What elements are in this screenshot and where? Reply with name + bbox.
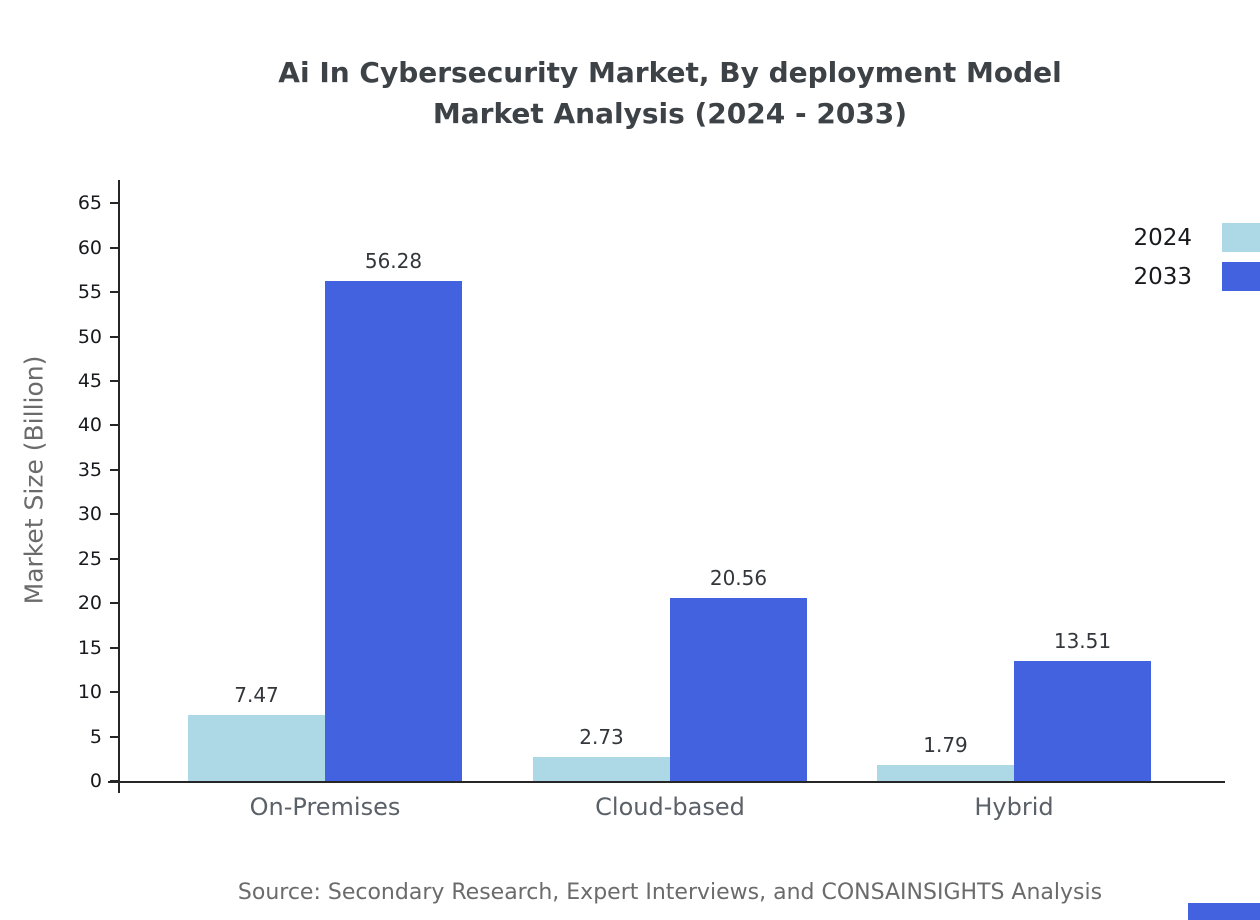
x-axis-line bbox=[108, 781, 1225, 783]
y-axis-line bbox=[118, 180, 120, 793]
x-category-label-on-premises: On-Premises bbox=[249, 793, 401, 821]
chart-title-line-1: Ai In Cybersecurity Market, By deploymen… bbox=[278, 56, 1062, 89]
bar-2024-on-premises bbox=[188, 714, 325, 781]
y-tick-label: 65 bbox=[77, 192, 102, 215]
y-tick-mark bbox=[110, 513, 118, 516]
bar-value-label-2024-cloud-based: 2.73 bbox=[579, 724, 624, 749]
y-tick-mark bbox=[110, 780, 118, 782]
bar-value-label-2033-on-premises: 56.28 bbox=[364, 248, 423, 273]
y-tick-mark bbox=[110, 202, 118, 205]
bar-2024-cloud-based bbox=[533, 756, 670, 781]
y-tick-mark bbox=[110, 424, 118, 427]
y-tick-label: 55 bbox=[77, 281, 102, 304]
y-tick-label: 15 bbox=[77, 636, 102, 659]
y-tick-label: 35 bbox=[77, 458, 102, 481]
bar-2033-on-premises bbox=[325, 280, 462, 781]
bar-value-label-2024-hybrid: 1.79 bbox=[923, 733, 968, 758]
y-tick-label: 50 bbox=[77, 325, 102, 348]
y-tick-mark bbox=[110, 602, 118, 605]
y-tick-mark bbox=[110, 691, 118, 694]
y-tick-mark bbox=[110, 246, 118, 249]
legend-swatch-2033 bbox=[1222, 262, 1260, 291]
bar-value-label-2033-hybrid: 13.51 bbox=[1053, 628, 1112, 653]
legend-label-2024: 2024 bbox=[1133, 224, 1192, 251]
y-tick-label: 5 bbox=[89, 725, 102, 748]
y-tick-label: 0 bbox=[89, 770, 102, 792]
y-tick-mark bbox=[110, 468, 118, 471]
bar-2033-hybrid bbox=[1014, 660, 1151, 781]
y-tick-mark bbox=[110, 379, 118, 382]
legend-item-2024: 2024 bbox=[1133, 223, 1260, 252]
y-tick-label: 30 bbox=[77, 503, 102, 526]
chart-legend: 2024 2033 bbox=[1133, 223, 1260, 301]
bar-value-label-2033-cloud-based: 20.56 bbox=[709, 566, 768, 591]
legend-swatch-2024 bbox=[1222, 223, 1260, 252]
y-tick-mark bbox=[110, 735, 118, 738]
bar-2024-hybrid bbox=[877, 765, 1014, 781]
x-category-label-cloud-based: Cloud-based bbox=[595, 793, 745, 821]
y-tick-label: 45 bbox=[77, 369, 102, 392]
y-tick-label: 40 bbox=[77, 414, 102, 437]
y-tick-label: 10 bbox=[77, 681, 102, 704]
bar-value-label-2024-on-premises: 7.47 bbox=[234, 682, 279, 707]
legend-item-2033: 2033 bbox=[1133, 262, 1260, 291]
y-tick-mark bbox=[110, 335, 118, 338]
chart-title: Ai In Cybersecurity Market, By deploymen… bbox=[80, 52, 1260, 134]
y-tick-label: 20 bbox=[77, 592, 102, 615]
bar-2033-cloud-based bbox=[670, 598, 807, 781]
chart-title-line-2: Market Analysis (2024 - 2033) bbox=[432, 97, 908, 130]
x-category-label-hybrid: Hybrid bbox=[974, 793, 1054, 821]
y-tick-label: 25 bbox=[77, 547, 102, 570]
brand-logo-mark bbox=[1188, 903, 1260, 920]
legend-label-2033: 2033 bbox=[1133, 263, 1192, 290]
y-tick-mark bbox=[110, 646, 118, 649]
y-tick-mark bbox=[110, 291, 118, 294]
y-tick-mark bbox=[110, 557, 118, 560]
y-tick-label: 60 bbox=[77, 236, 102, 259]
source-note: Source: Secondary Research, Expert Inter… bbox=[237, 880, 1103, 905]
